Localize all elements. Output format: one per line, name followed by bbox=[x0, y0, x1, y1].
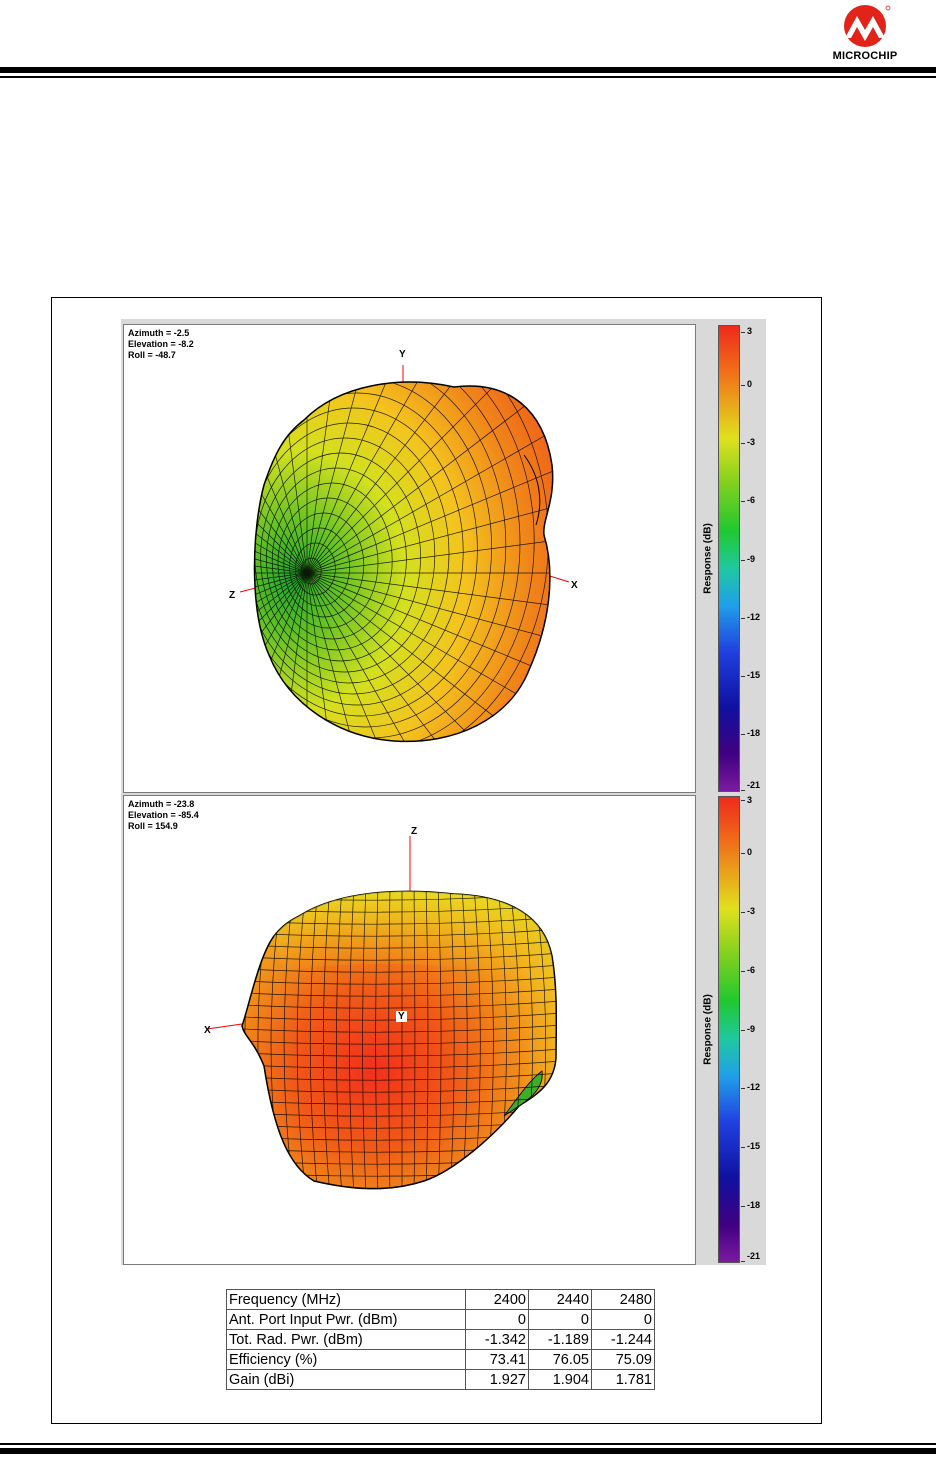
top-plot-angles: Azimuth = -2.5 Elevation = -8.2 Roll = -… bbox=[128, 328, 194, 361]
colorbar-tick: 3 bbox=[747, 326, 753, 336]
table-cell: 2440 bbox=[528, 1289, 592, 1310]
measurement-table: Frequency (MHz) 2400 2440 2480 Ant. Port Inp… bbox=[226, 1289, 655, 1390]
footer-rule-thin bbox=[0, 1443, 936, 1445]
bottom-colorbar-title: Response (dB) bbox=[702, 994, 714, 1065]
table-row: Frequency (MHz) 2400 2440 2480 bbox=[226, 1289, 655, 1310]
colorbar-tick: -12 bbox=[747, 612, 761, 622]
header-rule-thin bbox=[0, 76, 936, 78]
logo-text: MICROCHIP bbox=[832, 50, 898, 62]
table-cell: 75.09 bbox=[591, 1349, 655, 1370]
colorbar-tick: -12 bbox=[747, 1082, 761, 1092]
top-elevation: Elevation = -8.2 bbox=[128, 339, 194, 349]
top-pattern-panel: Azimuth = -2.5 Elevation = -8.2 Roll = -… bbox=[123, 324, 696, 793]
colorbar-tick: 0 bbox=[747, 379, 753, 389]
table-cell: 0 bbox=[591, 1309, 655, 1330]
top-axis-left: Z bbox=[229, 590, 236, 601]
bottom-axis-center: Y bbox=[396, 1011, 407, 1022]
top-colorbar-ticks: 3 0 -3 -6 -9 -12 -15 -18 -21 bbox=[741, 325, 766, 792]
figure-frame bbox=[51, 297, 822, 1424]
top-azimuth: Azimuth = -2.5 bbox=[128, 328, 190, 338]
table-cell: -1.189 bbox=[528, 1329, 592, 1350]
table-cell: 1.904 bbox=[528, 1369, 592, 1390]
table-cell: -1.342 bbox=[465, 1329, 529, 1350]
table-row: Tot. Rad. Pwr. (dBm) -1.342 -1.189 -1.244 bbox=[226, 1329, 655, 1350]
table-cell: 73.41 bbox=[465, 1349, 529, 1370]
top-axis-right: X bbox=[571, 580, 578, 591]
bottom-azimuth: Azimuth = -23.8 bbox=[128, 799, 195, 809]
table-cell: 0 bbox=[528, 1309, 592, 1330]
bottom-plot-angles: Azimuth = -23.8 Elevation = -85.4 Roll =… bbox=[128, 799, 199, 832]
colorbar-tick: -15 bbox=[747, 1141, 761, 1151]
bottom-roll: Roll = 154.9 bbox=[128, 821, 178, 831]
microchip-logo: MICROCHIP bbox=[804, 4, 926, 62]
colorbar-tick: -9 bbox=[747, 554, 756, 564]
table-cell: 76.05 bbox=[528, 1349, 592, 1370]
colorbar-tick: 0 bbox=[747, 847, 753, 857]
bottom-pattern-panel: Azimuth = -23.8 Elevation = -85.4 Roll =… bbox=[123, 795, 696, 1265]
bottom-radiation-pattern bbox=[206, 836, 558, 1190]
table-cell: 1.781 bbox=[591, 1369, 655, 1390]
table-row-label: Frequency (MHz) bbox=[226, 1289, 466, 1310]
colorbar-tick: -21 bbox=[747, 780, 761, 790]
table-cell: 0 bbox=[465, 1309, 529, 1330]
footer-rule-thick bbox=[0, 1448, 936, 1454]
top-roll: Roll = -48.7 bbox=[128, 350, 176, 360]
table-row-label: Tot. Rad. Pwr. (dBm) bbox=[226, 1329, 466, 1350]
table-row: Gain (dBi) 1.927 1.904 1.781 bbox=[226, 1369, 655, 1390]
microchip-logo-icon bbox=[844, 5, 891, 47]
table-row-label: Ant. Port Input Pwr. (dBm) bbox=[226, 1309, 466, 1330]
top-colorbar bbox=[718, 325, 740, 792]
bottom-colorbar-ticks: 3 0 -3 -6 -9 -12 -15 -18 -21 bbox=[741, 795, 766, 1263]
bottom-axis-left: X bbox=[204, 1025, 211, 1036]
top-colorbar-title: Response (dB) bbox=[702, 523, 714, 594]
colorbar-tick: -15 bbox=[747, 670, 761, 680]
colorbar-tick: -18 bbox=[747, 728, 761, 738]
header-rule-thick bbox=[0, 67, 936, 73]
colorbar-tick: 3 bbox=[747, 795, 753, 805]
colorbar-tick: -6 bbox=[747, 965, 756, 975]
colorbar-tick: -18 bbox=[747, 1200, 761, 1210]
table-cell: -1.244 bbox=[591, 1329, 655, 1350]
colorbar-tick: -3 bbox=[747, 906, 756, 916]
bottom-elevation: Elevation = -85.4 bbox=[128, 810, 199, 820]
colorbar-tick: -3 bbox=[747, 437, 756, 447]
bottom-colorbar bbox=[718, 796, 740, 1263]
colorbar-tick: -9 bbox=[747, 1024, 756, 1034]
bottom-axis-up: Z bbox=[411, 826, 418, 837]
table-cell: 1.927 bbox=[465, 1369, 529, 1390]
table-row-label: Gain (dBi) bbox=[226, 1369, 466, 1390]
top-axis-up: Y bbox=[399, 349, 406, 360]
colorbar-tick: -6 bbox=[747, 495, 756, 505]
table-row: Ant. Port Input Pwr. (dBm) 0 0 0 bbox=[226, 1309, 655, 1330]
table-cell: 2400 bbox=[465, 1289, 529, 1310]
table-row-label: Efficiency (%) bbox=[226, 1349, 466, 1370]
top-radiation-pattern bbox=[239, 365, 570, 743]
colorbar-tick: -21 bbox=[747, 1251, 761, 1261]
table-row: Efficiency (%) 73.41 76.05 75.09 bbox=[226, 1349, 655, 1370]
table-cell: 2480 bbox=[591, 1289, 655, 1310]
